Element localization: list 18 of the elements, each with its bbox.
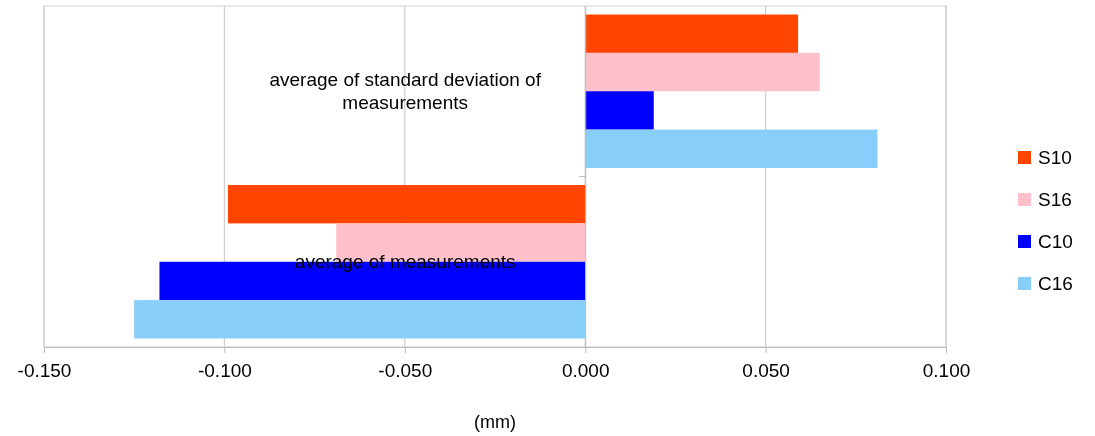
x-axis-title: (mm) xyxy=(474,412,516,432)
y-tick-label: average of standard deviation of measurements xyxy=(269,68,542,113)
x-tick-label: -0.100 xyxy=(197,359,252,381)
x-tick-label: -0.050 xyxy=(378,359,433,381)
bar xyxy=(585,14,799,53)
x-tick-label: 0.050 xyxy=(742,359,790,381)
bar xyxy=(585,52,820,92)
legend-label: C10 xyxy=(1038,231,1073,252)
bar xyxy=(585,129,878,168)
x-tick-label: 0.000 xyxy=(561,359,610,381)
bar xyxy=(228,185,586,224)
legend-label: C16 xyxy=(1038,273,1073,294)
bar xyxy=(134,300,586,339)
legend-label: S16 xyxy=(1038,189,1072,210)
x-tick-label: -0.150 xyxy=(17,359,72,381)
legend-label: S10 xyxy=(1038,147,1072,168)
x-tick-label: 0.100 xyxy=(922,359,971,381)
bar xyxy=(585,91,654,130)
